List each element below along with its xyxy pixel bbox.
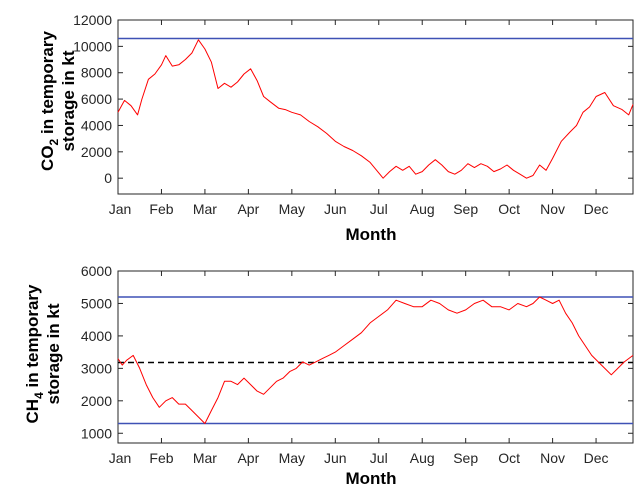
y-tick-label: 12000 — [73, 12, 112, 28]
x-tick-label: Jul — [370, 201, 388, 217]
series-line — [118, 297, 633, 424]
x-tick-label: Nov — [540, 450, 565, 466]
x-tick-label: Jan — [109, 450, 132, 466]
x-tick-label: Aug — [410, 450, 435, 466]
y-tick-label: 6000 — [81, 263, 112, 279]
plot-area-bottom: 1000 2000 3000 4000 5000 6000 Jan Feb Mar Apr May J… — [81, 263, 633, 466]
co2-chart: 0 2000 4000 6000 8000 10000 12000 Jan Feb Mar Apr M… — [38, 12, 633, 244]
y-axis-label-top: CO2 in temporary storage in kt — [38, 31, 78, 171]
x-tick-label: Jan — [109, 201, 132, 217]
x-tick-label: Jun — [324, 450, 347, 466]
x-tick-label: Jul — [370, 450, 388, 466]
series-line — [118, 40, 633, 178]
x-tick-label: Jun — [324, 201, 347, 217]
x-tick-label: May — [279, 201, 305, 217]
y-label-ch4-rest: in temporary — [23, 284, 42, 392]
x-tick-label: Apr — [237, 201, 259, 217]
x-tick-label: Nov — [540, 201, 565, 217]
y-tick-label: 6000 — [81, 91, 112, 107]
x-tick-label: Aug — [410, 201, 435, 217]
y-tick-label: 5000 — [81, 295, 112, 311]
x-axis-label-top: Month — [346, 225, 397, 244]
y-tick-label: 0 — [104, 170, 112, 186]
x-tick-label: Sep — [453, 201, 478, 217]
y-tick-label: 10000 — [73, 38, 112, 54]
y-label-ch4-main: CH — [23, 399, 42, 424]
ch4-chart: 1000 2000 3000 4000 5000 6000 Jan Feb Mar Apr May J… — [23, 263, 633, 488]
plot-area-top: 0 2000 4000 6000 8000 10000 12000 Jan Feb Mar Apr M… — [73, 12, 633, 217]
y-axis-label-bottom: CH4 in temporary storage in kt — [23, 284, 63, 423]
x-tick-label: Oct — [498, 201, 520, 217]
svg-text:CO2 in temporary: CO2 in temporary — [38, 31, 61, 171]
y-label-co2-main: CO — [38, 145, 57, 171]
y-tick-label: 2000 — [81, 144, 112, 160]
y-label-co2-rest: in temporary — [38, 31, 57, 139]
x-tick-label: Dec — [584, 201, 609, 217]
x-tick-label: Feb — [149, 201, 173, 217]
y-tick-label: 1000 — [81, 425, 112, 441]
x-tick-label: Feb — [149, 450, 173, 466]
x-tick-label: May — [279, 450, 305, 466]
x-tick-label: Mar — [193, 450, 217, 466]
x-tick-label: Oct — [498, 450, 520, 466]
y-tick-label: 2000 — [81, 393, 112, 409]
x-tick-label: Mar — [193, 201, 217, 217]
y-label-ch4-line2: storage in kt — [44, 303, 63, 404]
x-axis-label-bottom: Month — [346, 469, 397, 488]
x-tick-label: Apr — [237, 450, 259, 466]
y-tick-label: 8000 — [81, 65, 112, 81]
svg-text:CH4 in temporary: CH4 in temporary — [23, 284, 46, 423]
y-tick-label: 3000 — [81, 360, 112, 376]
y-tick-label: 4000 — [81, 117, 112, 133]
y-label-co2-line2: storage in kt — [59, 50, 78, 151]
x-tick-label: Sep — [453, 450, 478, 466]
y-tick-label: 4000 — [81, 328, 112, 344]
x-tick-label: Dec — [584, 450, 609, 466]
